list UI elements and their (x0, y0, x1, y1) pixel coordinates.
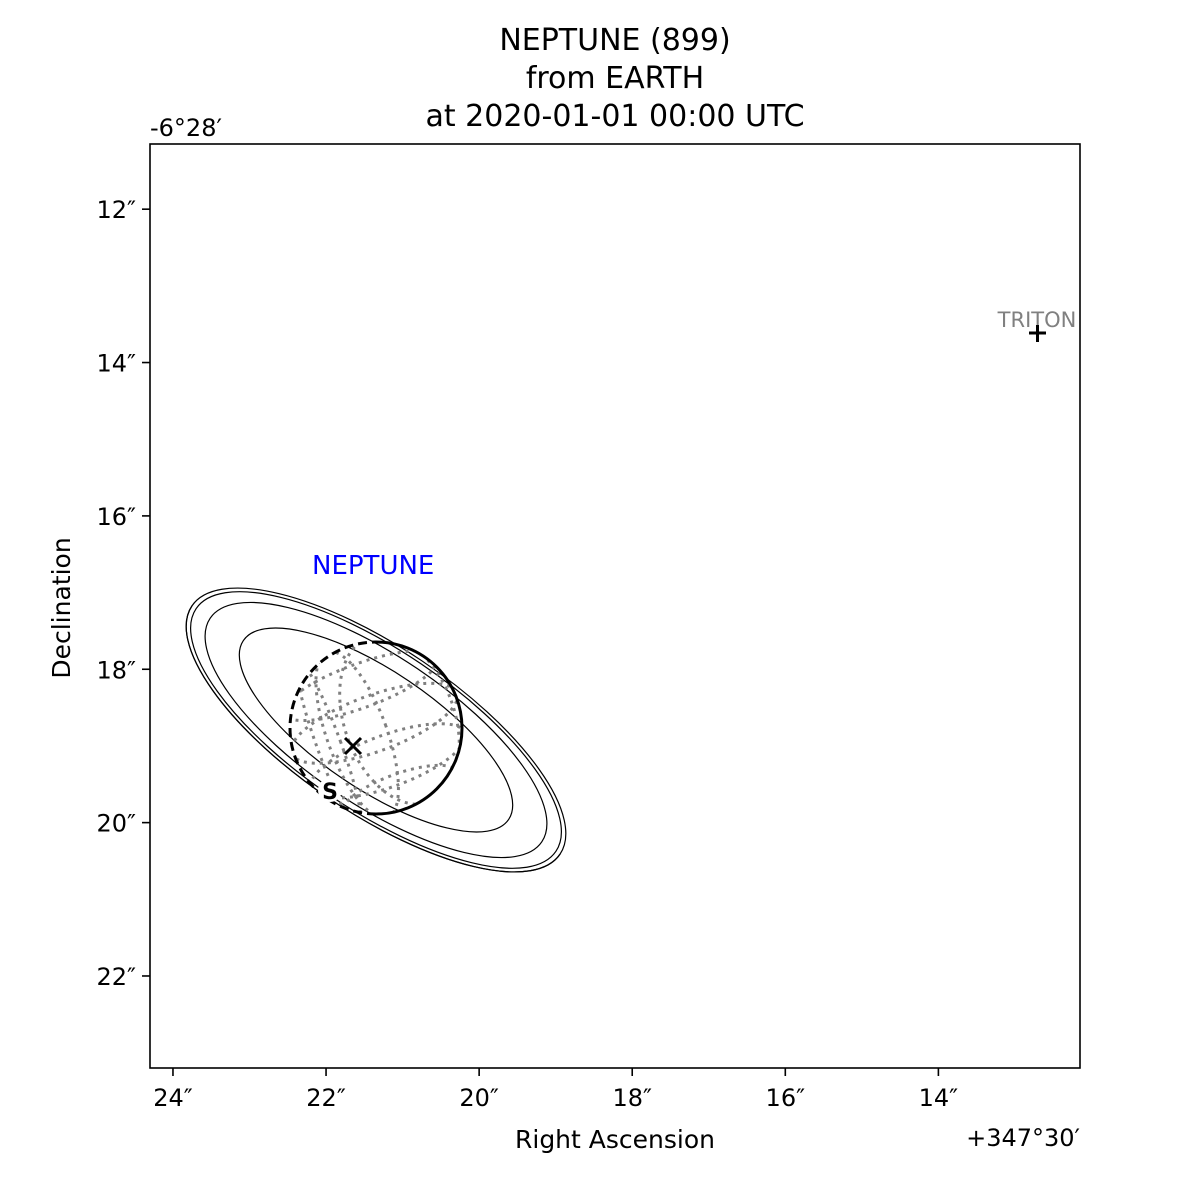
south-pole-label: S (322, 780, 338, 805)
x-offset-label: +347°30′ (966, 1124, 1080, 1152)
y-axis-ticks: 12″ 14″ 16″ 18″ 20″ 22″ (96, 196, 150, 991)
x-tick-label: 24″ (153, 1084, 193, 1112)
y-offset-label: -6°28′ (150, 114, 222, 142)
neptune-limb-dashed (288, 640, 377, 816)
x-axis-label: Right Ascension (515, 1125, 715, 1154)
title-line-2: from EARTH (526, 61, 704, 96)
latitude-line (308, 722, 462, 800)
title-line-3: at 2020-01-01 00:00 UTC (425, 99, 804, 134)
y-tick-label: 18″ (96, 656, 136, 684)
x-tick-label: 16″ (766, 1084, 806, 1112)
title-line-1: NEPTUNE (899) (499, 23, 730, 58)
triton-marker (1029, 325, 1046, 342)
latitude-line (290, 649, 440, 723)
neptune-ring-system (185, 587, 567, 873)
longitude-line (338, 642, 461, 806)
x-tick-label: 18″ (612, 1084, 652, 1112)
y-tick-label: 12″ (96, 196, 136, 224)
x-tick-label: 20″ (459, 1084, 499, 1112)
x-axis-ticks: 24″ 22″ 20″ 18″ 16″ 14″ (153, 1068, 958, 1112)
x-tick-label: 14″ (919, 1084, 959, 1112)
neptune-coordinate-grid (290, 642, 462, 814)
neptune-limb-lit (375, 640, 464, 816)
south-pole-backdrop (318, 778, 342, 802)
neptune-label: NEPTUNE (312, 551, 434, 581)
longitude-line (314, 650, 400, 814)
latitude-line (341, 763, 458, 814)
neptune-center-marker (343, 736, 363, 756)
ring-adams-inner (190, 591, 562, 869)
x-tick-label: 22″ (306, 1084, 346, 1112)
ring-le-verrier (204, 601, 548, 859)
longitude-line (295, 660, 363, 814)
y-axis-label: Declination (47, 537, 76, 678)
y-tick-label: 20″ (96, 810, 136, 838)
y-tick-label: 16″ (96, 503, 136, 531)
y-tick-label: 22″ (96, 963, 136, 991)
plot-frame (149, 143, 1081, 1069)
ring-galle (238, 627, 514, 833)
y-tick-label: 14″ (96, 350, 136, 378)
